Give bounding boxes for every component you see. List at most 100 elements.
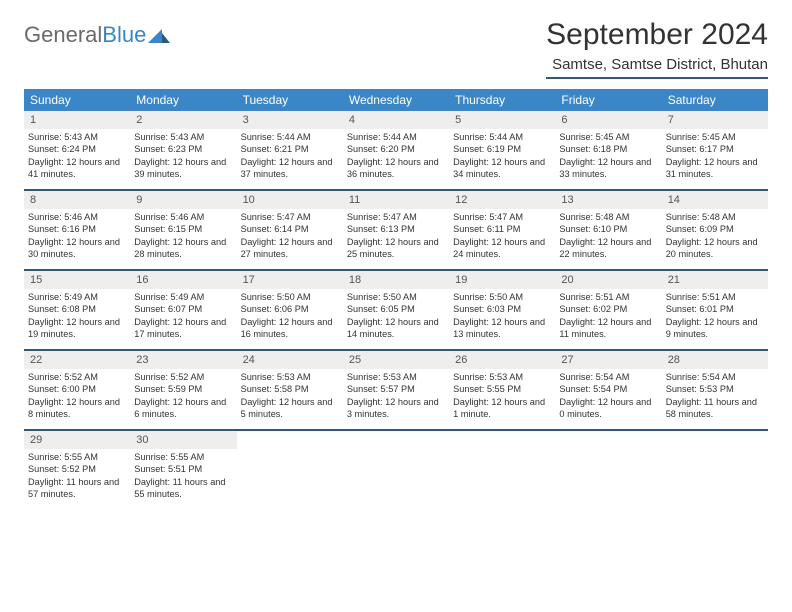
daylight-line: Daylight: 12 hours and 39 minutes. xyxy=(134,156,232,181)
calendar-day: 1Sunrise: 5:43 AMSunset: 6:24 PMDaylight… xyxy=(24,111,130,189)
logo-text-1: General xyxy=(24,22,102,48)
logo-text-2: Blue xyxy=(102,22,146,48)
day-body: Sunrise: 5:48 AMSunset: 6:10 PMDaylight:… xyxy=(555,209,661,265)
daylight-line: Daylight: 12 hours and 34 minutes. xyxy=(453,156,551,181)
day-body: Sunrise: 5:46 AMSunset: 6:16 PMDaylight:… xyxy=(24,209,130,265)
location: Samtse, Samtse District, Bhutan xyxy=(546,56,768,79)
daylight-line: Daylight: 12 hours and 31 minutes. xyxy=(666,156,764,181)
day-number: 12 xyxy=(449,191,555,209)
day-body: Sunrise: 5:55 AMSunset: 5:51 PMDaylight:… xyxy=(130,449,236,505)
calendar-day-empty xyxy=(237,431,343,509)
day-body: Sunrise: 5:47 AMSunset: 6:13 PMDaylight:… xyxy=(343,209,449,265)
dow-thursday: Thursday xyxy=(449,89,555,111)
daylight-line: Daylight: 12 hours and 17 minutes. xyxy=(134,316,232,341)
calendar-week: 15Sunrise: 5:49 AMSunset: 6:08 PMDayligh… xyxy=(24,271,768,351)
day-body: Sunrise: 5:52 AMSunset: 6:00 PMDaylight:… xyxy=(24,369,130,425)
sunset-line: Sunset: 6:24 PM xyxy=(28,143,126,155)
sunrise-line: Sunrise: 5:45 AM xyxy=(559,131,657,143)
daylight-line: Daylight: 12 hours and 25 minutes. xyxy=(347,236,445,261)
sunset-line: Sunset: 6:02 PM xyxy=(559,303,657,315)
calendar-day: 8Sunrise: 5:46 AMSunset: 6:16 PMDaylight… xyxy=(24,191,130,269)
daylight-line: Daylight: 12 hours and 33 minutes. xyxy=(559,156,657,181)
daylight-line: Daylight: 12 hours and 24 minutes. xyxy=(453,236,551,261)
day-of-week-header: Sunday Monday Tuesday Wednesday Thursday… xyxy=(24,89,768,111)
sunset-line: Sunset: 6:20 PM xyxy=(347,143,445,155)
calendar-day: 4Sunrise: 5:44 AMSunset: 6:20 PMDaylight… xyxy=(343,111,449,189)
day-body: Sunrise: 5:43 AMSunset: 6:23 PMDaylight:… xyxy=(130,129,236,185)
sunrise-line: Sunrise: 5:51 AM xyxy=(666,291,764,303)
daylight-line: Daylight: 12 hours and 28 minutes. xyxy=(134,236,232,261)
day-body: Sunrise: 5:47 AMSunset: 6:14 PMDaylight:… xyxy=(237,209,343,265)
calendar-day: 9Sunrise: 5:46 AMSunset: 6:15 PMDaylight… xyxy=(130,191,236,269)
daylight-line: Daylight: 12 hours and 36 minutes. xyxy=(347,156,445,181)
sunrise-line: Sunrise: 5:53 AM xyxy=(453,371,551,383)
sunrise-line: Sunrise: 5:43 AM xyxy=(28,131,126,143)
day-number: 25 xyxy=(343,351,449,369)
sunset-line: Sunset: 5:59 PM xyxy=(134,383,232,395)
daylight-line: Daylight: 12 hours and 37 minutes. xyxy=(241,156,339,181)
day-body: Sunrise: 5:52 AMSunset: 5:59 PMDaylight:… xyxy=(130,369,236,425)
day-number: 9 xyxy=(130,191,236,209)
day-number: 2 xyxy=(130,111,236,129)
dow-saturday: Saturday xyxy=(662,89,768,111)
sunset-line: Sunset: 5:51 PM xyxy=(134,463,232,475)
daylight-line: Daylight: 12 hours and 27 minutes. xyxy=(241,236,339,261)
day-body: Sunrise: 5:51 AMSunset: 6:02 PMDaylight:… xyxy=(555,289,661,345)
sunrise-line: Sunrise: 5:51 AM xyxy=(559,291,657,303)
logo-icon xyxy=(148,27,170,43)
sunrise-line: Sunrise: 5:54 AM xyxy=(666,371,764,383)
sunset-line: Sunset: 6:13 PM xyxy=(347,223,445,235)
daylight-line: Daylight: 12 hours and 19 minutes. xyxy=(28,316,126,341)
calendar-day: 12Sunrise: 5:47 AMSunset: 6:11 PMDayligh… xyxy=(449,191,555,269)
day-body: Sunrise: 5:53 AMSunset: 5:57 PMDaylight:… xyxy=(343,369,449,425)
logo: GeneralBlue xyxy=(24,22,170,48)
sunset-line: Sunset: 5:58 PM xyxy=(241,383,339,395)
sunset-line: Sunset: 6:00 PM xyxy=(28,383,126,395)
sunrise-line: Sunrise: 5:50 AM xyxy=(453,291,551,303)
sunrise-line: Sunrise: 5:48 AM xyxy=(559,211,657,223)
daylight-line: Daylight: 12 hours and 41 minutes. xyxy=(28,156,126,181)
page-header: GeneralBlue September 2024 Samtse, Samts… xyxy=(24,18,768,79)
calendar-day-empty xyxy=(662,431,768,509)
day-body: Sunrise: 5:51 AMSunset: 6:01 PMDaylight:… xyxy=(662,289,768,345)
calendar-day: 11Sunrise: 5:47 AMSunset: 6:13 PMDayligh… xyxy=(343,191,449,269)
calendar-page: GeneralBlue September 2024 Samtse, Samts… xyxy=(0,0,792,527)
dow-monday: Monday xyxy=(130,89,236,111)
day-number: 17 xyxy=(237,271,343,289)
calendar-day-empty xyxy=(343,431,449,509)
day-number: 30 xyxy=(130,431,236,449)
calendar-week: 1Sunrise: 5:43 AMSunset: 6:24 PMDaylight… xyxy=(24,111,768,191)
calendar-day: 5Sunrise: 5:44 AMSunset: 6:19 PMDaylight… xyxy=(449,111,555,189)
day-number: 28 xyxy=(662,351,768,369)
daylight-line: Daylight: 12 hours and 20 minutes. xyxy=(666,236,764,261)
sunrise-line: Sunrise: 5:50 AM xyxy=(347,291,445,303)
daylight-line: Daylight: 12 hours and 8 minutes. xyxy=(28,396,126,421)
day-body: Sunrise: 5:49 AMSunset: 6:07 PMDaylight:… xyxy=(130,289,236,345)
daylight-line: Daylight: 12 hours and 6 minutes. xyxy=(134,396,232,421)
sunrise-line: Sunrise: 5:44 AM xyxy=(453,131,551,143)
dow-tuesday: Tuesday xyxy=(237,89,343,111)
calendar-day: 24Sunrise: 5:53 AMSunset: 5:58 PMDayligh… xyxy=(237,351,343,429)
calendar-day: 29Sunrise: 5:55 AMSunset: 5:52 PMDayligh… xyxy=(24,431,130,509)
calendar-grid: Sunday Monday Tuesday Wednesday Thursday… xyxy=(24,89,768,509)
sunset-line: Sunset: 6:21 PM xyxy=(241,143,339,155)
calendar-day: 13Sunrise: 5:48 AMSunset: 6:10 PMDayligh… xyxy=(555,191,661,269)
day-body: Sunrise: 5:54 AMSunset: 5:54 PMDaylight:… xyxy=(555,369,661,425)
day-body: Sunrise: 5:45 AMSunset: 6:17 PMDaylight:… xyxy=(662,129,768,185)
day-body: Sunrise: 5:50 AMSunset: 6:05 PMDaylight:… xyxy=(343,289,449,345)
sunrise-line: Sunrise: 5:52 AM xyxy=(134,371,232,383)
sunset-line: Sunset: 5:52 PM xyxy=(28,463,126,475)
dow-sunday: Sunday xyxy=(24,89,130,111)
sunset-line: Sunset: 6:19 PM xyxy=(453,143,551,155)
day-number: 11 xyxy=(343,191,449,209)
sunrise-line: Sunrise: 5:49 AM xyxy=(134,291,232,303)
sunset-line: Sunset: 6:05 PM xyxy=(347,303,445,315)
calendar-day: 16Sunrise: 5:49 AMSunset: 6:07 PMDayligh… xyxy=(130,271,236,349)
daylight-line: Daylight: 11 hours and 58 minutes. xyxy=(666,396,764,421)
day-number: 15 xyxy=(24,271,130,289)
sunset-line: Sunset: 6:15 PM xyxy=(134,223,232,235)
daylight-line: Daylight: 11 hours and 55 minutes. xyxy=(134,476,232,501)
sunset-line: Sunset: 6:03 PM xyxy=(453,303,551,315)
calendar-day: 22Sunrise: 5:52 AMSunset: 6:00 PMDayligh… xyxy=(24,351,130,429)
sunset-line: Sunset: 5:53 PM xyxy=(666,383,764,395)
